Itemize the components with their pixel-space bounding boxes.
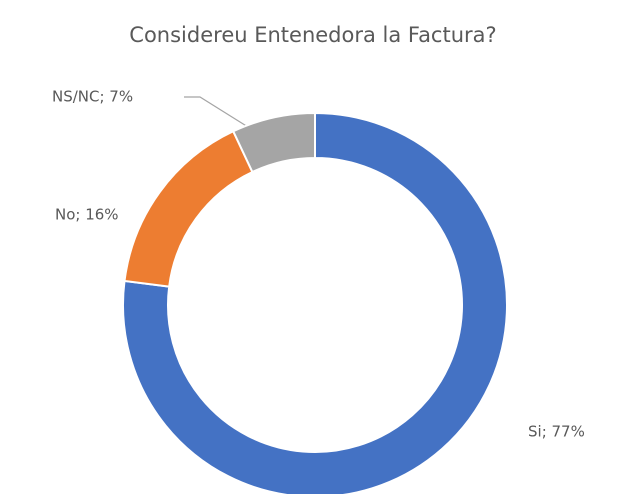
data-label: NS/NC; 7% (52, 88, 133, 106)
data-label: Si; 77% (528, 423, 585, 441)
donut-slice (123, 129, 254, 288)
data-label: No; 16% (55, 206, 119, 224)
leader-line (184, 96, 249, 128)
donut-slice (122, 111, 508, 494)
chart-title: Considereu Entenedora la Factura? (129, 23, 496, 47)
donut-slice (231, 111, 316, 174)
